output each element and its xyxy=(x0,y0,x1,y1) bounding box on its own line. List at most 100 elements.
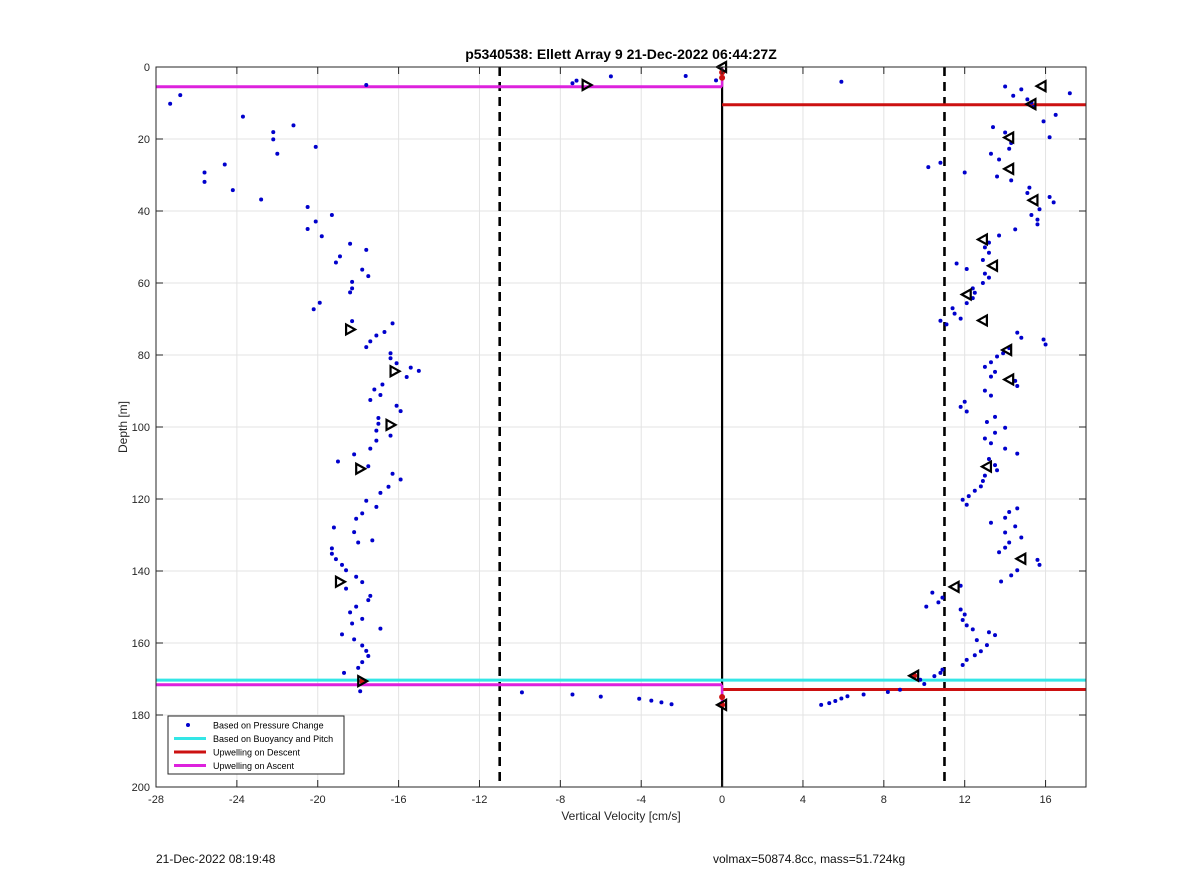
triangle-marker xyxy=(979,459,993,474)
data-point xyxy=(394,403,399,408)
data-point xyxy=(1025,97,1030,102)
data-point xyxy=(305,227,310,231)
data-point xyxy=(1009,573,1014,578)
data-point xyxy=(1035,557,1040,562)
data-point xyxy=(333,557,338,562)
data-point xyxy=(331,525,336,530)
data-point xyxy=(958,316,963,321)
data-point xyxy=(999,579,1004,584)
data-point xyxy=(570,81,575,86)
data-point xyxy=(1015,383,1020,388)
data-point xyxy=(993,633,998,638)
x-tick-label: 16 xyxy=(1039,794,1051,806)
data-point xyxy=(958,404,963,409)
data-point xyxy=(936,600,941,605)
data-point xyxy=(329,546,334,551)
data-point xyxy=(342,670,347,675)
y-tick-label: 200 xyxy=(132,782,150,794)
data-point xyxy=(360,580,365,585)
x-tick-label: 12 xyxy=(959,794,971,806)
data-point xyxy=(1047,194,1052,199)
triangle-marker xyxy=(1014,551,1027,566)
triangle-marker xyxy=(947,579,960,594)
x-tick-label: -20 xyxy=(310,794,326,806)
data-point xyxy=(313,144,318,149)
data-point xyxy=(364,83,369,87)
data-point xyxy=(368,339,373,344)
data-point xyxy=(360,511,365,516)
triangle-marker xyxy=(975,232,988,247)
data-point xyxy=(1067,91,1072,96)
data-point xyxy=(982,364,987,369)
data-point xyxy=(222,162,227,167)
data-point xyxy=(390,321,395,326)
data-point xyxy=(416,368,421,373)
data-point xyxy=(997,550,1002,555)
data-point xyxy=(168,101,173,106)
data-point xyxy=(360,616,365,621)
data-point xyxy=(202,179,207,184)
x-tick-label: 8 xyxy=(881,794,887,806)
data-point xyxy=(305,205,310,210)
data-point xyxy=(966,494,971,499)
x-tick-label: -4 xyxy=(636,794,646,806)
data-point xyxy=(382,329,387,334)
triangle-marker xyxy=(999,343,1013,357)
x-tick-label: -28 xyxy=(148,794,164,806)
data-point xyxy=(1019,535,1024,540)
data-point xyxy=(1003,84,1008,89)
data-point xyxy=(995,174,1000,179)
data-point xyxy=(962,399,967,404)
data-point xyxy=(980,257,985,262)
data-point xyxy=(995,468,1000,473)
x-tick-label: 4 xyxy=(800,794,806,806)
data-point xyxy=(1037,207,1042,212)
data-point xyxy=(335,459,340,464)
data-point xyxy=(366,464,371,469)
data-point xyxy=(230,188,235,193)
data-point xyxy=(819,702,824,707)
data-point xyxy=(376,421,381,426)
data-point xyxy=(1047,135,1052,140)
data-point xyxy=(354,516,359,521)
data-point xyxy=(388,351,393,356)
data-point xyxy=(1035,222,1040,227)
data-point xyxy=(378,626,383,631)
y-tick-label: 0 xyxy=(144,62,150,74)
data-point xyxy=(364,498,369,503)
data-point xyxy=(958,607,963,612)
data-point xyxy=(986,250,991,255)
data-point xyxy=(398,477,403,482)
data-point xyxy=(988,151,993,156)
y-tick-label: 40 xyxy=(138,206,150,218)
y-tick-label: 140 xyxy=(132,566,150,578)
data-point xyxy=(960,497,965,502)
data-point xyxy=(240,114,245,119)
data-point xyxy=(950,306,955,311)
data-point xyxy=(1019,335,1024,340)
data-point xyxy=(988,360,993,365)
triangle-marker xyxy=(959,287,972,302)
data-point xyxy=(964,409,969,414)
data-point xyxy=(368,398,373,402)
data-point xyxy=(352,452,357,457)
data-point xyxy=(350,319,355,324)
data-point xyxy=(964,502,969,507)
triangle-marker xyxy=(357,674,370,689)
data-point xyxy=(350,621,355,626)
data-point xyxy=(370,538,375,543)
triangle-marker xyxy=(355,461,368,476)
y-tick-label: 100 xyxy=(132,422,150,434)
data-point xyxy=(986,275,991,280)
data-point xyxy=(1053,112,1058,117)
data-point xyxy=(1007,509,1012,514)
data-point xyxy=(845,694,850,699)
data-point xyxy=(354,604,359,609)
triangle-marker xyxy=(344,322,358,337)
data-point xyxy=(861,692,866,697)
highlight-point xyxy=(719,694,726,700)
data-point xyxy=(1019,87,1024,92)
y-tick-label: 20 xyxy=(138,134,150,146)
triangle-marker xyxy=(1001,372,1015,387)
data-point xyxy=(1003,530,1008,535)
